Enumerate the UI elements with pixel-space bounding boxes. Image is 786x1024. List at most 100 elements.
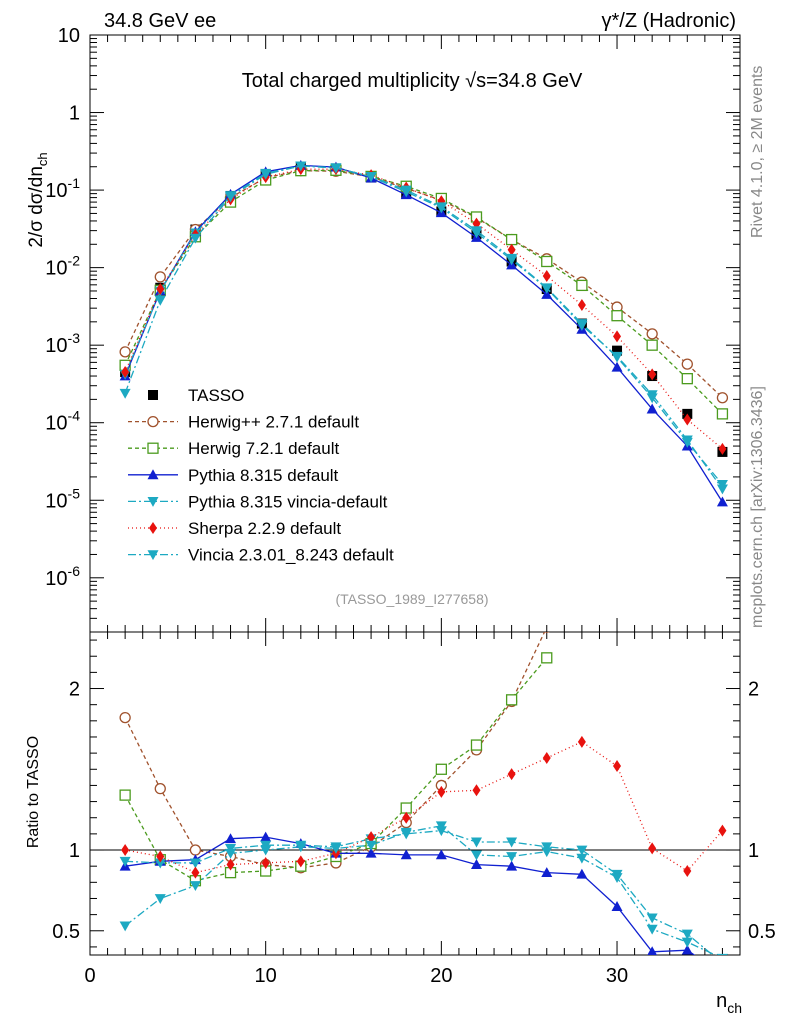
- legend-marker: [148, 390, 158, 400]
- ratio-point: [295, 842, 307, 853]
- legend-item: TASSO: [148, 386, 244, 405]
- series-point: [613, 330, 622, 343]
- ratio-line: [125, 829, 714, 955]
- ratio-panel-frame: [89, 631, 741, 956]
- ratio-point: [717, 959, 728, 969]
- ratio-y-tick-label: 0.5: [52, 921, 80, 943]
- series-point: [716, 480, 728, 490]
- legend-item: Herwig 7.2.1 default: [128, 439, 339, 458]
- series-line: [124, 165, 723, 490]
- series-line: [124, 169, 723, 415]
- ratio-point: [400, 849, 412, 860]
- ratio-point: [330, 844, 342, 854]
- ratio-series-pythia-8-315-vincia-default: [119, 826, 728, 969]
- ratio-series-pythia-8-315-default: [119, 831, 696, 955]
- ratio-point: [543, 632, 550, 633]
- legend-marker: [147, 497, 159, 507]
- ratio-line: [124, 632, 546, 869]
- ratio-point: [119, 921, 131, 932]
- ratio-point: [400, 802, 412, 814]
- y-tick-label: 10-6: [45, 563, 80, 590]
- ratio-line: [125, 836, 696, 955]
- legend-label: Herwig 7.2.1 default: [188, 439, 339, 458]
- ratio-point: [611, 901, 623, 911]
- series-point: [716, 496, 728, 507]
- header-left: 34.8 GeV ee: [104, 10, 216, 32]
- series-point: [365, 172, 377, 182]
- legend-item: Pythia 8.315 default: [128, 466, 339, 485]
- ratio-line: [124, 741, 723, 874]
- main-title: Total charged multiplicity √s=34.8 GeV: [242, 70, 583, 92]
- series-point: [260, 169, 272, 180]
- ratio-point: [541, 652, 553, 664]
- y-tick-label: 10: [58, 25, 80, 47]
- ratio-point: [648, 842, 657, 855]
- legend-marker: [149, 522, 157, 534]
- ratio-point: [613, 760, 622, 773]
- series-point: [154, 271, 166, 283]
- series-point: [189, 233, 201, 244]
- ratio-point: [365, 840, 377, 851]
- series-point: [646, 339, 658, 351]
- series-point: [295, 161, 307, 172]
- ratio-point: [367, 831, 376, 844]
- ratio-series-sherpa-2-2-9-default: [121, 735, 727, 879]
- ratio-point: [226, 858, 235, 871]
- series-line: [124, 168, 723, 450]
- legend-label: TASSO: [188, 386, 244, 405]
- legend-marker: [147, 469, 159, 480]
- series-point: [646, 403, 658, 414]
- legend-item: Vincia 2.3.01_8.243 default: [128, 546, 394, 565]
- series-point: [154, 295, 166, 306]
- series-point: [683, 413, 692, 426]
- ratio-point: [365, 847, 377, 858]
- ratio-point: [435, 763, 448, 775]
- series-line: [124, 170, 723, 399]
- series-point: [646, 393, 658, 404]
- y-tick-label: 1: [69, 103, 80, 125]
- ratio-point: [542, 751, 551, 764]
- ratio-point: [646, 913, 658, 924]
- series-point: [576, 279, 588, 292]
- series-point: [119, 388, 131, 399]
- legend-label: Pythia 8.315 default: [188, 466, 339, 485]
- legend-label: Sherpa 2.2.9 default: [188, 519, 341, 538]
- series-point: [716, 408, 729, 420]
- ratio-point: [260, 831, 272, 842]
- series-point: [646, 328, 658, 340]
- series-line: [124, 164, 723, 503]
- series-point: [541, 289, 553, 299]
- legend-label: Herwig++ 2.7.1 default: [188, 413, 359, 432]
- series-line: [124, 165, 723, 485]
- mcplots-label: mcplots.cern.ch [arXiv:1306.3436]: [749, 386, 766, 628]
- ratio-point: [154, 858, 166, 869]
- ratio-point: [681, 944, 693, 955]
- ratio-point: [647, 946, 658, 955]
- analysis-annotation: (TASSO_1989_I277658): [335, 591, 488, 607]
- ratio-point: [506, 852, 518, 862]
- ratio-point: [541, 847, 553, 858]
- legend-marker: [147, 442, 159, 454]
- ratio-point: [435, 821, 447, 832]
- ratio-point: [121, 844, 130, 857]
- series-point: [225, 192, 237, 203]
- series-point: [576, 319, 588, 330]
- ratio-point: [225, 833, 237, 844]
- legend-label: Vincia 2.3.01_8.243 default: [188, 546, 394, 565]
- ratio-y-tick-label: 1: [69, 840, 80, 862]
- series-point: [470, 226, 482, 237]
- xlabel: nch: [716, 990, 742, 1016]
- y-tick-label: 10-4: [45, 408, 80, 435]
- ratio-point: [507, 768, 516, 781]
- series-herwig-2-7-1-default: [119, 165, 729, 404]
- series-point: [681, 358, 693, 370]
- main-ylabel: 2/σ dσ/dnch: [26, 152, 50, 247]
- x-tick-label: 10: [255, 965, 277, 987]
- series-point: [506, 253, 518, 264]
- series-point: [400, 185, 412, 196]
- ratio-ylabel: Ratio to TASSO: [25, 736, 42, 848]
- legend-marker: [147, 415, 159, 428]
- x-tick-label: 0: [84, 965, 95, 987]
- series-point: [330, 163, 342, 174]
